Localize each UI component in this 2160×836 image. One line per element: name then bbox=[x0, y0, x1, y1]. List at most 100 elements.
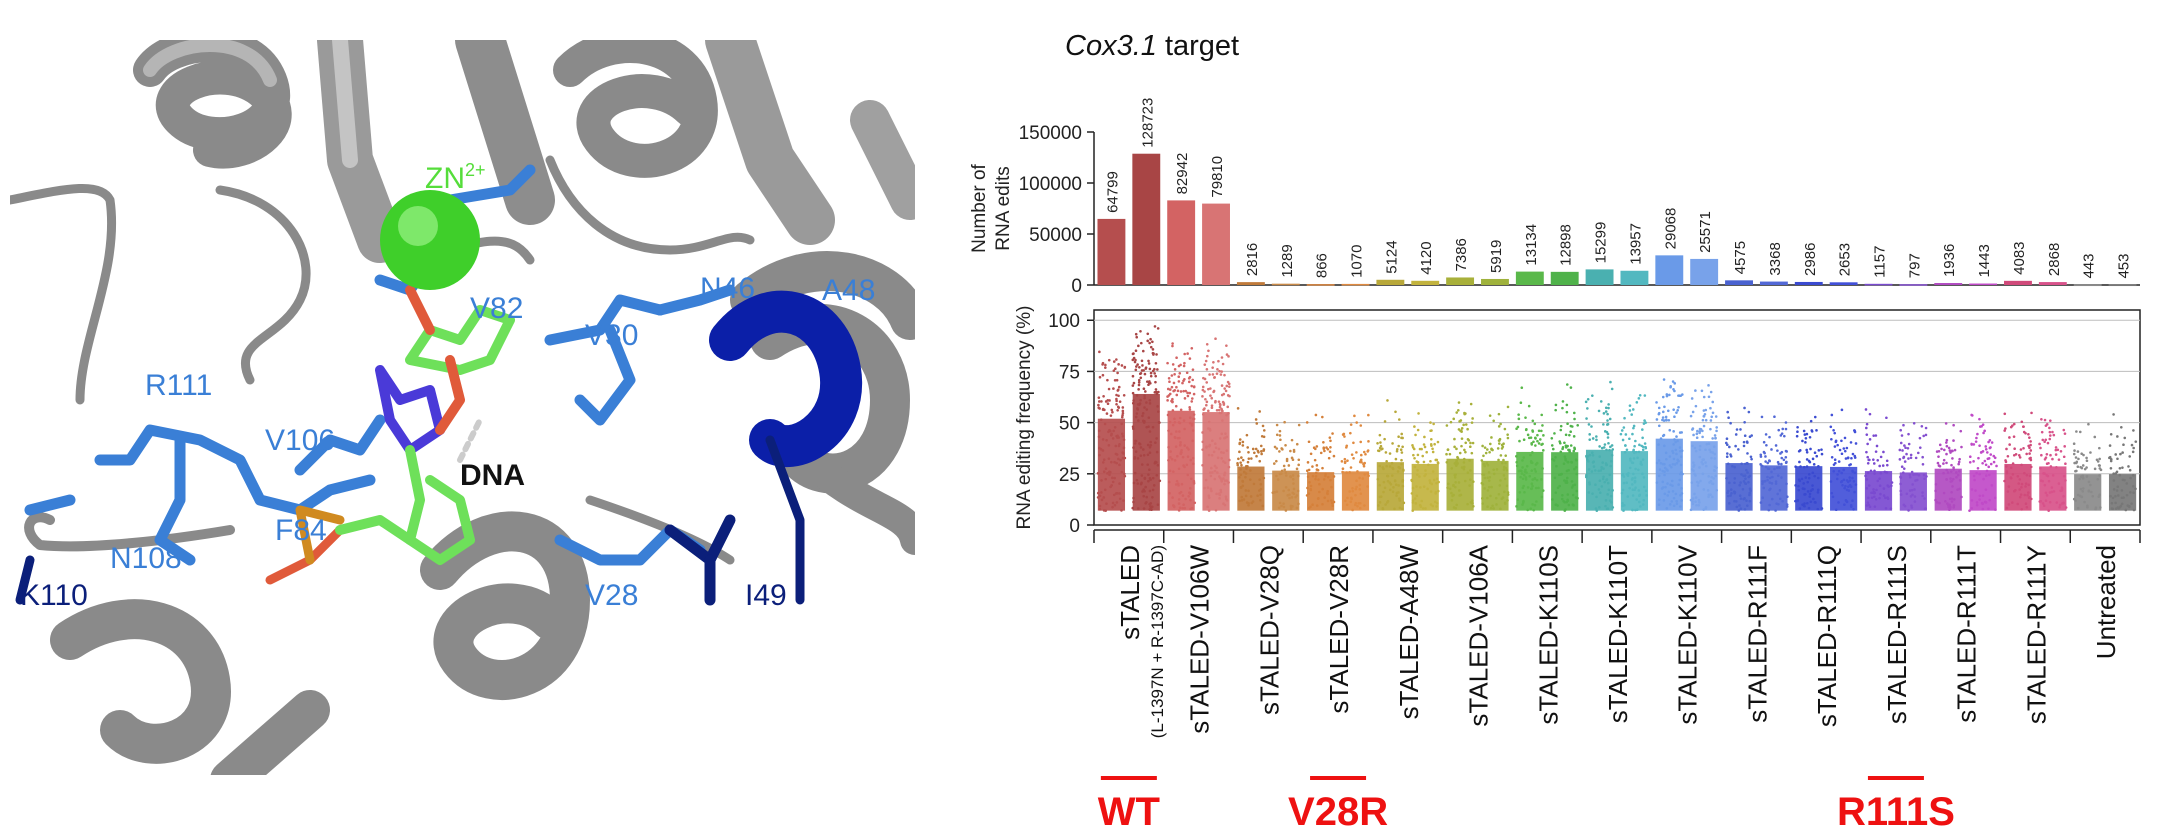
scatter-point bbox=[1606, 412, 1609, 416]
scatter-point bbox=[2114, 453, 2118, 456]
scatter-point bbox=[1244, 494, 1248, 498]
scatter-point bbox=[1982, 431, 1985, 435]
scatter-point bbox=[2005, 506, 2009, 510]
scatter-point bbox=[1399, 448, 1403, 452]
scatter-point bbox=[1131, 384, 1135, 387]
scatter-point bbox=[1882, 494, 1886, 497]
scatter-point bbox=[2005, 471, 2009, 475]
scatter-point bbox=[1201, 440, 1205, 444]
scatter-point bbox=[1411, 486, 1415, 490]
scatter-point bbox=[1185, 463, 1189, 467]
scatter-point bbox=[1626, 474, 1630, 478]
scatter-point bbox=[1910, 506, 1914, 509]
scatter-point bbox=[1623, 416, 1626, 420]
scatter-point bbox=[1239, 486, 1243, 489]
scatter-point bbox=[1637, 500, 1641, 504]
scatter-point bbox=[1811, 484, 1814, 487]
scatter-point bbox=[1972, 460, 1975, 463]
scatter-point bbox=[1501, 461, 1504, 465]
scatter-point bbox=[1713, 465, 1717, 468]
scatter-point bbox=[1182, 464, 1185, 467]
scatter-point bbox=[1296, 489, 1300, 493]
scatter-point bbox=[1275, 474, 1278, 478]
scatter-point bbox=[1111, 410, 1114, 414]
scatter-point bbox=[1189, 458, 1193, 462]
bar bbox=[1202, 203, 1230, 285]
scatter-point bbox=[2121, 466, 2124, 469]
scatter-point bbox=[1117, 394, 1120, 398]
scatter-point bbox=[1852, 508, 1855, 511]
scatter-point bbox=[1609, 445, 1612, 449]
scatter-point bbox=[1585, 417, 1588, 420]
scatter-point bbox=[1464, 450, 1467, 454]
scatter-point bbox=[1132, 356, 1136, 360]
scatter-point bbox=[2009, 476, 2013, 479]
scatter-point bbox=[1777, 462, 1781, 466]
scatter-point bbox=[2097, 464, 2101, 467]
scatter-point bbox=[1436, 461, 1440, 464]
scatter-point bbox=[1524, 428, 1528, 432]
top-y-axis-label: Number of bbox=[969, 163, 990, 252]
scatter-point bbox=[2064, 506, 2068, 509]
scatter-point bbox=[1292, 482, 1295, 485]
scatter-point bbox=[1785, 460, 1788, 464]
scatter-point bbox=[1415, 460, 1419, 463]
scatter-point bbox=[1421, 507, 1425, 510]
scatter-point bbox=[1727, 502, 1731, 505]
scatter-point bbox=[1882, 450, 1885, 454]
scatter-point bbox=[1488, 450, 1491, 454]
scatter-point bbox=[1423, 435, 1426, 439]
scatter-point bbox=[1638, 393, 1642, 397]
scatter-point bbox=[1770, 482, 1774, 485]
scatter-point bbox=[1517, 413, 1520, 416]
scatter-point bbox=[1534, 444, 1537, 447]
scatter-point bbox=[1830, 413, 1834, 417]
scatter-point bbox=[1206, 505, 1209, 509]
scatter-point bbox=[1539, 438, 1542, 441]
scatter-point bbox=[1220, 456, 1223, 460]
scatter-point bbox=[2063, 445, 2066, 448]
scatter-point bbox=[1922, 434, 1925, 438]
scatter-point bbox=[1905, 492, 1909, 496]
scatter-point bbox=[1694, 449, 1698, 453]
scatter-point bbox=[1867, 484, 1871, 487]
scatter-point bbox=[1238, 442, 1241, 446]
scatter-point bbox=[1584, 400, 1588, 404]
scatter-point bbox=[2039, 446, 2042, 450]
scatter-point bbox=[1411, 499, 1415, 502]
scatter-point bbox=[1146, 339, 1150, 343]
bottom-y-axis-label: RNA editing frequency (%) bbox=[1014, 306, 1035, 530]
scatter-point bbox=[1272, 462, 1276, 465]
scatter-point bbox=[2013, 447, 2016, 451]
scatter-point bbox=[1497, 425, 1501, 428]
scatter-point bbox=[2076, 493, 2080, 497]
scatter-point bbox=[1179, 452, 1183, 456]
scatter-point bbox=[1288, 496, 1291, 500]
scatter-point bbox=[1168, 469, 1172, 473]
scatter-point bbox=[1884, 506, 1888, 510]
scatter-point bbox=[1945, 468, 1949, 472]
scatter-point bbox=[1171, 400, 1174, 404]
scatter-point bbox=[1228, 385, 1231, 388]
group-label: sTALED-R111S bbox=[1882, 545, 1912, 724]
scatter-point bbox=[1975, 501, 1979, 504]
scatter-point bbox=[2019, 493, 2023, 496]
scatter-point bbox=[1622, 509, 1625, 512]
scatter-point bbox=[1866, 471, 1870, 475]
bar-value-label: 866 bbox=[1314, 253, 1331, 278]
scatter-point bbox=[1178, 436, 1181, 440]
scatter-point bbox=[2110, 507, 2114, 510]
scatter-point bbox=[1486, 489, 1490, 492]
scatter-point bbox=[1096, 496, 1100, 499]
bar bbox=[1515, 271, 1544, 285]
scatter-point bbox=[1739, 428, 1742, 431]
scatter-point bbox=[1284, 443, 1287, 447]
scatter-point bbox=[1343, 460, 1347, 464]
scatter-point bbox=[1321, 415, 1324, 419]
scatter-point bbox=[1151, 340, 1154, 344]
scatter-point bbox=[1486, 496, 1489, 500]
scatter-point bbox=[2039, 466, 2042, 470]
scatter-point bbox=[1136, 457, 1140, 460]
scatter-point bbox=[1679, 455, 1683, 459]
scatter-point bbox=[1945, 438, 1949, 442]
